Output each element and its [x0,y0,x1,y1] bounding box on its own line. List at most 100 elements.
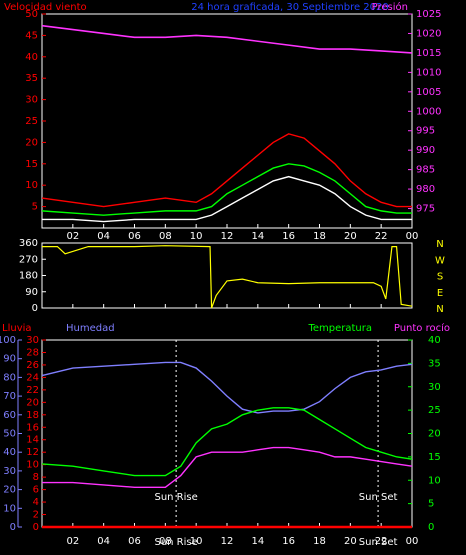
sun-set-axis-label: Sun Set [359,537,398,548]
climate-series-line-0 [41,361,413,414]
humidity-y-tick-label: 100 [0,335,16,346]
wind-y-tick-label: 50 [25,9,38,20]
x-tick-label: 16 [282,231,295,242]
x-tick-label: 02 [66,231,79,242]
rain-y-tick-label: 12 [26,447,39,458]
compass-label: S [437,272,443,283]
humidity-y-tick-label: 60 [3,410,16,421]
humidity-y-tick-label: 70 [3,391,16,402]
rain-y-tick-label: 4 [33,497,39,508]
x-tick-label: 04 [97,231,110,242]
climate-series-line-2 [42,446,413,488]
pressure-y-tick-label: 995 [416,126,435,137]
wind-y-tick-label: 40 [25,52,38,63]
dewpoint-label: Punto rocío [394,322,450,334]
temp-y-tick-label: 30 [428,382,441,393]
x-tick-label: 18 [313,231,326,242]
x-tick-label: 08 [159,231,172,242]
wind-y-tick-label: 25 [25,116,38,127]
series-line-2 [41,163,412,216]
rain-y-tick-label: 10 [26,460,39,471]
compass-label: W [435,255,445,266]
panel3-frame [41,339,413,528]
x-tick-label: 10 [190,231,203,242]
rain-y-tick-label: 22 [26,385,39,396]
x-tick-label: 08 [159,536,172,547]
x-tick-label: 22 [375,536,388,547]
direction-y-tick-label: 180 [19,271,38,282]
direction-y-tick-label: 90 [25,287,38,298]
x-tick-label: 02 [66,536,79,547]
wind-speed-label: Velocidad viento [4,2,87,13]
rain-y-tick-label: 28 [26,347,39,358]
x-tick-label: 10 [190,536,203,547]
rain-y-tick-label: 18 [26,410,39,421]
x-tick-label: 16 [282,536,295,547]
x-tick-label: 00 [406,231,419,242]
temp-y-tick-label: 40 [428,335,441,346]
direction-y-tick-label: 0 [32,303,38,314]
panel1-frame [41,13,413,229]
compass-label: N [436,304,443,315]
pressure-y-tick-label: 980 [416,184,435,195]
wind-y-tick-label: 45 [25,30,38,41]
rain-y-tick-label: 14 [26,435,39,446]
pressure-y-tick-label: 985 [416,165,435,176]
temp-y-tick-label: 0 [428,522,434,533]
temp-y-tick-label: 10 [428,475,441,486]
compass-label: N [436,239,443,250]
x-tick-label: 06 [128,231,141,242]
x-tick-label: 04 [97,536,110,547]
chart-title: 24 hora graficada, 30 Septiembre 2020 [191,2,389,13]
wind-y-tick-label: 5 [32,202,38,213]
x-tick-label: 12 [221,536,234,547]
humidity-y-tick-label: 20 [3,485,16,496]
wind-y-tick-label: 15 [25,159,38,170]
rain-y-tick-label: 30 [26,335,39,346]
pressure-y-tick-label: 1010 [416,67,441,78]
pressure-y-tick-label: 975 [416,204,435,215]
sun-rise-annotation: Sun Rise [154,492,197,503]
x-tick-label: 06 [128,536,141,547]
humidity-y-tick-label: 80 [3,372,16,383]
humidity-y-tick-label: 40 [3,447,16,458]
rain-y-tick-label: 26 [26,360,39,371]
rain-y-tick-label: 20 [26,397,39,408]
humidity-y-tick-label: 30 [3,466,16,477]
pressure-y-tick-label: 1005 [416,87,441,98]
x-tick-label: 22 [375,231,388,242]
rain-y-tick-label: 8 [33,472,39,483]
series-line-3 [42,175,412,223]
rain-y-tick-label: 0 [33,522,39,533]
pressure-y-tick-label: 1020 [416,28,441,39]
rain-y-tick-label: 24 [26,372,39,383]
rain-y-tick-label: 6 [33,485,39,496]
pressure-y-tick-label: 1015 [416,48,441,59]
temp-y-tick-label: 35 [428,358,441,369]
panel2-frame [41,242,413,309]
x-tick-label: 00 [406,536,419,547]
humidity-y-tick-label: 0 [10,522,16,533]
x-tick-label: 18 [313,536,326,547]
humidity-y-tick-label: 50 [3,429,16,440]
direction-series-line [42,245,413,309]
sun-rise-axis-label: Sun Rise [154,537,197,548]
compass-label: E [437,288,443,299]
direction-y-tick-label: 270 [19,254,38,265]
wind-y-tick-label: 35 [25,73,38,84]
x-tick-label: 20 [344,231,357,242]
humidity-y-tick-label: 90 [3,354,16,365]
x-tick-label: 14 [251,536,264,547]
rain-y-tick-label: 16 [26,422,39,433]
pressure-label: Presión [372,1,408,13]
direction-y-tick-label: 360 [19,238,38,249]
pressure-y-tick-label: 1000 [416,106,441,117]
wind-y-tick-label: 20 [25,137,38,148]
series-line-1 [41,133,412,208]
series-line-0 [41,24,413,54]
sun-set-annotation: Sun Set [359,492,398,503]
temp-y-tick-label: 15 [428,452,441,463]
pressure-y-tick-label: 1025 [416,9,441,20]
temp-y-tick-label: 5 [428,499,434,510]
